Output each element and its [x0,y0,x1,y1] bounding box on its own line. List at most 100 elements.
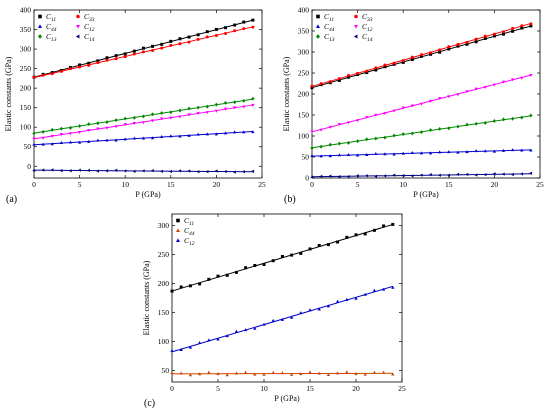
data-point [216,274,220,278]
legend-marker [76,25,80,29]
data-point [141,46,145,50]
data-point [105,56,109,60]
y-tick-label: 300 [20,45,32,54]
data-point [271,370,275,374]
data-point [392,61,396,65]
data-point [232,130,237,134]
data-point [428,128,433,133]
data-point [114,118,118,123]
data-point [438,126,442,131]
y-tick-label: 300 [158,221,170,230]
data-point [151,44,155,48]
data-point [354,372,358,376]
data-point [346,73,350,77]
data-point [234,270,238,274]
data-point [232,100,237,105]
series-c33 [32,25,255,79]
data-point [520,26,524,30]
data-point [224,26,228,30]
data-point [474,87,478,91]
panel-label: (a) [6,194,17,205]
data-point [501,117,506,122]
data-point [401,59,405,63]
data-point [251,18,255,22]
data-point [96,121,100,126]
data-point [374,113,378,117]
data-point [465,122,469,127]
data-point [205,169,209,174]
data-point [205,132,209,136]
data-point [381,287,386,291]
data-point [319,174,323,179]
data-point [346,153,351,157]
legend-marker [38,34,42,39]
data-point [392,109,396,113]
data-point [383,63,387,67]
data-point [474,149,478,153]
data-point [78,63,82,67]
legend-marker [353,34,358,39]
data-point [105,120,109,125]
data-point [59,69,63,73]
data-point [410,150,414,154]
x-tick-label: 5 [356,180,360,189]
x-tick-label: 0 [310,180,314,189]
data-point [242,130,246,134]
data-point [41,73,45,77]
data-point [87,122,91,127]
data-point [32,137,36,141]
data-point [337,77,341,81]
data-point [243,328,248,332]
data-point [456,42,460,46]
data-point [251,25,255,29]
data-point [429,51,433,55]
data-point [187,169,191,173]
data-point [501,172,505,176]
data-point [428,99,433,103]
data-point [529,113,533,118]
data-point [77,124,82,128]
x-axis-label: P (GPa) [274,394,300,403]
data-point [262,263,266,267]
data-point [151,48,155,52]
data-point [150,112,155,117]
data-point [41,136,45,140]
data-point [251,103,255,107]
data-point [214,169,218,173]
y-tick-label: 400 [20,6,32,15]
data-point [50,142,54,146]
data-point [32,75,36,79]
data-point [529,24,533,28]
data-point [374,174,378,179]
data-point [41,129,45,134]
data-point [77,140,82,144]
y-axis-label: Elastic constants (GPa) [282,56,291,131]
data-point [78,65,82,69]
data-point [244,266,248,270]
data-point [216,372,220,376]
data-point [308,308,312,312]
data-point [225,373,229,377]
y-axis-label: Elastic constants (GPa) [142,260,151,335]
data-point [87,128,91,132]
panel-label: (c) [144,398,155,408]
y-tick-label: 250 [20,64,32,73]
data-point [87,61,91,65]
legend-entry: C33 [84,12,95,23]
data-point [456,93,460,97]
data-point [456,124,460,129]
legend-entry: C14 [84,32,95,43]
data-point [328,174,332,178]
data-point [179,348,183,352]
data-point [170,371,174,375]
data-point [251,130,255,134]
data-point [59,133,64,137]
data-point [346,174,350,179]
data-point [336,240,340,244]
data-point [401,132,405,136]
data-point [225,273,229,277]
data-point [114,57,118,61]
legend-marker [354,25,358,29]
data-point [492,32,496,36]
